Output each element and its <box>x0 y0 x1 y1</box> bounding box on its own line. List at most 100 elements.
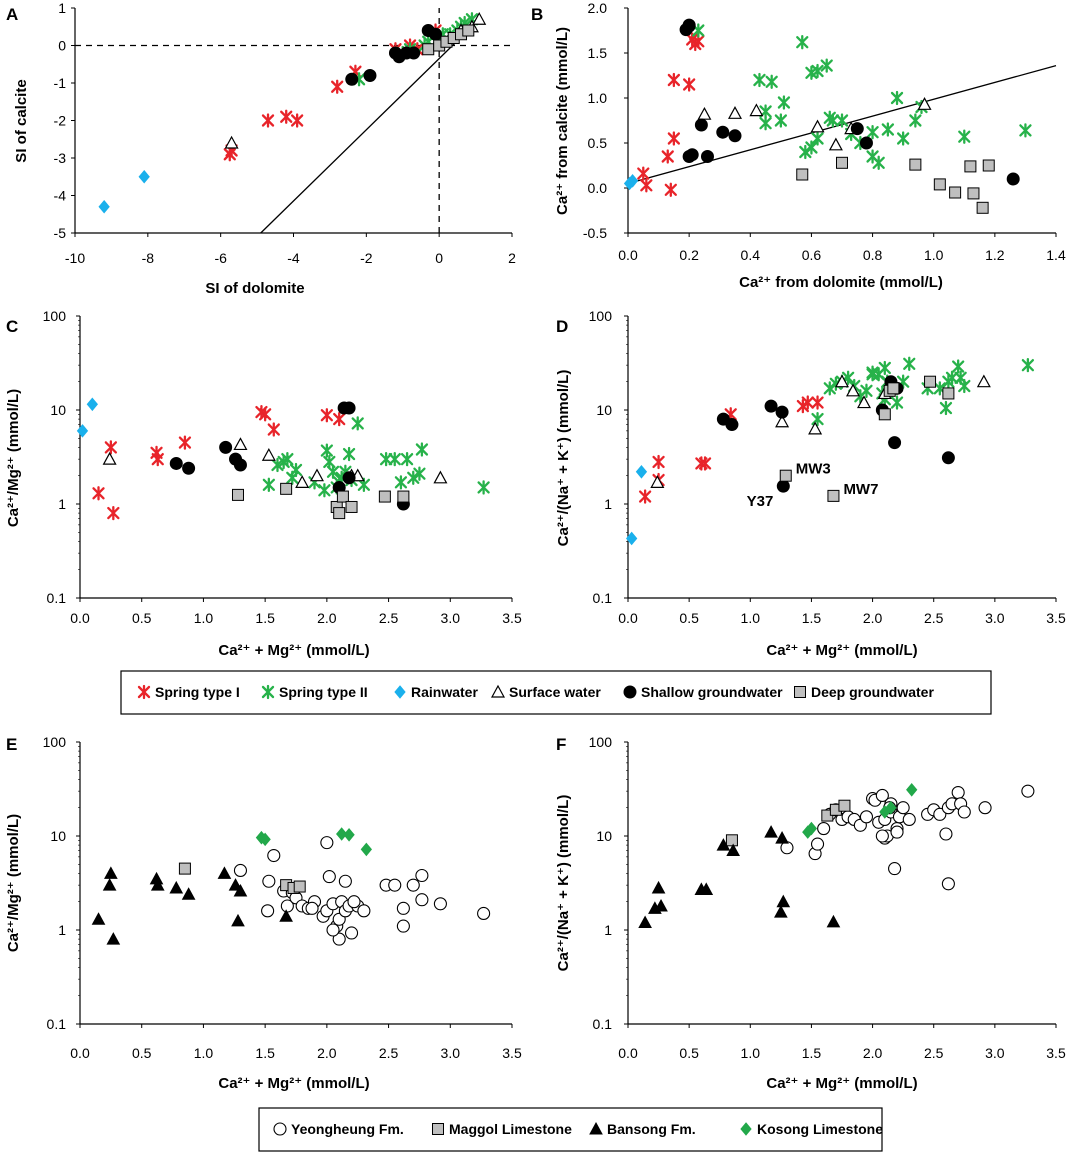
point-spring-type-i <box>661 149 674 164</box>
point-spring-type-ii <box>890 395 904 410</box>
y-tick-label-d: 1 <box>604 496 612 512</box>
x-tick-label-b: 1.4 <box>1046 247 1066 263</box>
legend-bottom: Yeongheung Fm. Maggol Limestone Bansong Fm… <box>258 1107 883 1152</box>
x-tick-label-c: 1.0 <box>194 610 214 626</box>
point-kosong-limestone <box>885 800 897 815</box>
point-rainwater <box>86 397 98 412</box>
point-spring-type-ii <box>759 116 772 131</box>
point-spring-type-ii <box>379 452 393 467</box>
y-tick-label-c: 1 <box>58 496 66 512</box>
point-shallow-groundwater <box>700 150 714 163</box>
point-bansong-fm <box>228 878 243 891</box>
point-yeongheung-fm <box>357 904 371 918</box>
point-deep-groundwater <box>942 387 955 400</box>
point-yeongheung-fm <box>810 837 825 851</box>
x-axis-title-b: Ca²⁺ from dolomite (mmol/L) <box>739 274 943 291</box>
point-deep-groundwater <box>909 158 922 171</box>
point-spring-type-ii <box>323 454 336 470</box>
point-kosong-limestone <box>805 821 818 836</box>
point-spring-type-i <box>333 411 346 427</box>
point-deep-groundwater <box>422 43 435 56</box>
point-spring-type-i <box>637 166 650 181</box>
point-bansong-fm <box>699 882 714 895</box>
y-tick-label-a: -5 <box>54 225 67 241</box>
y-tick-label-f: 0.1 <box>593 1016 613 1032</box>
legend-top: Spring type I Spring type II Rainwater Surf… <box>120 670 992 715</box>
point-deep-groundwater <box>345 500 358 513</box>
point-shallow-groundwater <box>1006 172 1020 186</box>
x-axis-title-f: Ca²⁺ + Mg²⁺ (mmol/L) <box>766 1075 917 1092</box>
x-tick-label-d: 2.0 <box>863 610 883 626</box>
legend-marker-surface <box>490 684 506 698</box>
point-maggol-limestone <box>178 862 191 875</box>
series-surface-water-c <box>102 437 448 488</box>
point-bansong-fm <box>102 878 117 891</box>
legend-item-spring2: Spring type II <box>261 684 368 700</box>
series-kosong-limestone-f <box>802 783 918 839</box>
point-spring-type-ii <box>945 370 959 385</box>
point-yeongheung-fm <box>347 895 361 909</box>
legend-marker-spring2 <box>261 684 275 700</box>
point-spring-type-i <box>682 77 696 92</box>
point-shallow-groundwater <box>941 451 955 465</box>
series-spring-type-i-b <box>637 32 705 197</box>
point-spring-type-ii <box>860 383 873 398</box>
point-deep-groundwater <box>887 382 900 395</box>
point-shallow-groundwater <box>888 436 902 450</box>
point-yeongheung-fm <box>875 788 889 803</box>
point-surface-water <box>433 470 448 484</box>
x-tick-label-d: 1.5 <box>802 610 822 626</box>
point-deep-groundwater <box>779 469 792 482</box>
legend-bottom-box <box>258 1107 883 1152</box>
x-tick-label-b: 0.2 <box>679 247 699 263</box>
annotation-mw3: MW3 <box>796 461 831 478</box>
point-spring-type-ii <box>958 129 971 144</box>
panel-e: E 0.0 0.5 1.0 1.5 2.0 2.5 3.0 3.5 0.1 1 10 100 Ca²⁺… <box>5 734 522 1092</box>
point-spring-type-ii <box>823 110 836 125</box>
point-maggol-limestone <box>838 799 851 812</box>
point-yeongheung-fm <box>338 874 352 888</box>
point-spring-type-i <box>261 113 275 128</box>
y-tick-label-b: 0.5 <box>588 135 608 151</box>
y-tick-label-b: 0.0 <box>588 180 608 196</box>
point-kosong-limestone <box>336 827 348 841</box>
point-surface-water <box>697 106 712 120</box>
point-spring-type-i <box>107 505 120 521</box>
point-shallow-groundwater <box>363 69 377 82</box>
point-bansong-fm <box>106 932 121 945</box>
point-spring-type-ii <box>952 359 965 374</box>
legend-label-shallow: Shallow groundwater <box>641 684 783 700</box>
x-tick-label-c: 3.0 <box>441 610 461 626</box>
point-yeongheung-fm <box>951 785 965 800</box>
legend-item-shallow: Shallow groundwater <box>623 684 783 700</box>
legend-item-surface: Surface water <box>490 684 601 700</box>
point-surface-water <box>917 97 932 110</box>
series-rainwater-b <box>623 174 639 191</box>
reference-line-a <box>260 22 477 234</box>
x-tick-label-e: 2.0 <box>317 1045 337 1061</box>
point-shallow-groundwater <box>850 122 864 136</box>
point-spring-type-ii <box>1021 358 1035 373</box>
point-surface-water <box>857 395 872 409</box>
point-shallow-groundwater <box>859 136 873 150</box>
point-yeongheung-fm <box>896 801 910 815</box>
point-shallow-groundwater <box>407 46 421 60</box>
point-surface-water <box>295 475 310 488</box>
panel-label-a: A <box>6 5 18 24</box>
point-yeongheung-fm <box>933 807 947 821</box>
point-yeongheung-fm <box>939 827 953 841</box>
point-deep-groundwater <box>397 490 410 503</box>
series-shallow-groundwater-c <box>169 401 410 511</box>
y-axis-title-e: Ca²⁺/Mg²⁺ (mmol/L) <box>5 814 22 952</box>
y-axis-title-d: Ca²⁺/(Na⁺ + K⁺) (mmol/L) <box>555 370 572 547</box>
point-bansong-fm <box>233 883 248 897</box>
point-deep-groundwater <box>878 408 891 421</box>
point-deep-groundwater <box>949 186 962 199</box>
panel-label-c: C <box>6 317 18 336</box>
point-bansong-fm <box>776 894 791 908</box>
point-spring-type-ii <box>811 411 824 427</box>
point-shallow-groundwater <box>716 125 730 139</box>
point-bansong-fm <box>279 909 293 922</box>
point-deep-groundwater <box>964 160 977 173</box>
point-yeongheung-fm <box>396 919 410 933</box>
